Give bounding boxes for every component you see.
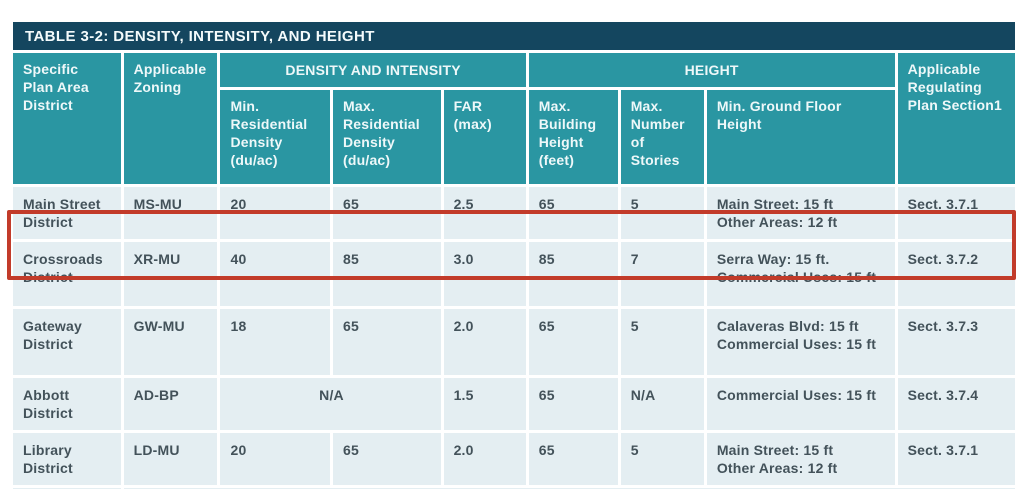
table-row-main-street: Main Street District MS-MU 20 65 2.5 65 … [13, 187, 1015, 239]
cell-zoning: GW-MU [123, 309, 218, 375]
cell-far: 2.0 [443, 433, 526, 485]
cell-ground-floor-height: Calaveras Blvd: 15 ft Commercial Uses: 1… [706, 309, 895, 375]
cell-district: Abbott District [13, 378, 121, 430]
cell-far: 2.5 [443, 187, 526, 239]
cell-density-na: N/A [220, 378, 441, 430]
cell-far: 1.5 [443, 378, 526, 430]
header-group-density-and-intensity: DENSITY AND INTENSITY [220, 53, 526, 87]
header-sub-row: Min. Residential Density (du/ac) Max. Re… [13, 90, 1015, 184]
cell-district: Main Street District [13, 187, 121, 239]
cell-max-stories: 5 [620, 433, 704, 485]
cell-max-building-height: 65 [528, 187, 618, 239]
cell-plan-section: Sect. 3.7.1 [897, 433, 1015, 485]
cell-max-building-height: 85 [528, 242, 618, 306]
cell-max-building-height: 65 [528, 433, 618, 485]
cell-min-density: 20 [220, 433, 330, 485]
header-min-ground-floor-height: Min. Ground Floor Height [706, 90, 895, 184]
header-far-max: FAR (max) [443, 90, 526, 184]
header-group-height: HEIGHT [528, 53, 895, 87]
cell-zoning: LD-MU [123, 433, 218, 485]
cell-far: 2.0 [443, 309, 526, 375]
header-group-row: Specific Plan Area District Applicable Z… [13, 53, 1015, 184]
cell-plan-section: Sect. 3.7.3 [897, 309, 1015, 375]
cell-min-density: 40 [220, 242, 330, 306]
cell-max-density: 65 [332, 309, 441, 375]
cell-ground-floor-height: Serra Way: 15 ft. Commercial Uses: 15 ft [706, 242, 895, 306]
cell-zoning: MS-MU [123, 187, 218, 239]
table-row-gateway: Gateway District GW-MU 18 65 2.0 65 5 Ca… [13, 309, 1015, 375]
cell-zoning: XR-MU [123, 242, 218, 306]
cell-zoning: AD-BP [123, 378, 218, 430]
title-row: TABLE 3-2: DENSITY, INTENSITY, AND HEIGH… [13, 22, 1015, 50]
cell-max-stories: 5 [620, 309, 704, 375]
cell-max-stories: 7 [620, 242, 704, 306]
cell-max-stories: N/A [620, 378, 704, 430]
header-applicable-regulating-plan-section: Applicable Regulating Plan Section1 [897, 53, 1015, 184]
header-max-building-height: Max. Building Height (feet) [528, 90, 618, 184]
cell-min-density: 20 [220, 187, 330, 239]
header-specific-plan-area-district: Specific Plan Area District [13, 53, 121, 184]
cell-ground-floor-height: Commercial Uses: 15 ft [706, 378, 895, 430]
cell-plan-section: Sect. 3.7.4 [897, 378, 1015, 430]
header-applicable-zoning: Applicable Zoning [123, 53, 218, 184]
cell-district: Library District [13, 433, 121, 485]
table-row-library: Library District LD-MU 20 65 2.0 65 5 Ma… [13, 433, 1015, 485]
cell-district: Crossroads District [13, 242, 121, 306]
cell-far: 3.0 [443, 242, 526, 306]
cell-max-stories: 5 [620, 187, 704, 239]
zoning-table: TABLE 3-2: DENSITY, INTENSITY, AND HEIGH… [7, 19, 1018, 489]
header-max-residential-density: Max. Residential Density (du/ac) [332, 90, 441, 184]
cell-max-density: 65 [332, 433, 441, 485]
cell-district: Gateway District [13, 309, 121, 375]
cell-max-building-height: 65 [528, 309, 618, 375]
cell-plan-section: Sect. 3.7.2 [897, 242, 1015, 306]
density-intensity-height-table: TABLE 3-2: DENSITY, INTENSITY, AND HEIGH… [10, 19, 1018, 489]
table-title: TABLE 3-2: DENSITY, INTENSITY, AND HEIGH… [13, 22, 1015, 50]
cell-ground-floor-height: Main Street: 15 ft Other Areas: 12 ft [706, 433, 895, 485]
table-row-crossroads: Crossroads District XR-MU 40 85 3.0 85 7… [13, 242, 1015, 306]
header-max-number-of-stories: Max. Number of Stories [620, 90, 704, 184]
cell-ground-floor-height: Main Street: 15 ft Other Areas: 12 ft [706, 187, 895, 239]
cell-max-building-height: 65 [528, 378, 618, 430]
cell-max-density: 65 [332, 187, 441, 239]
cell-max-density: 85 [332, 242, 441, 306]
cell-min-density: 18 [220, 309, 330, 375]
header-min-residential-density: Min. Residential Density (du/ac) [220, 90, 330, 184]
cell-plan-section: Sect. 3.7.1 [897, 187, 1015, 239]
table-row-abbott: Abbott District AD-BP N/A 1.5 65 N/A Com… [13, 378, 1015, 430]
